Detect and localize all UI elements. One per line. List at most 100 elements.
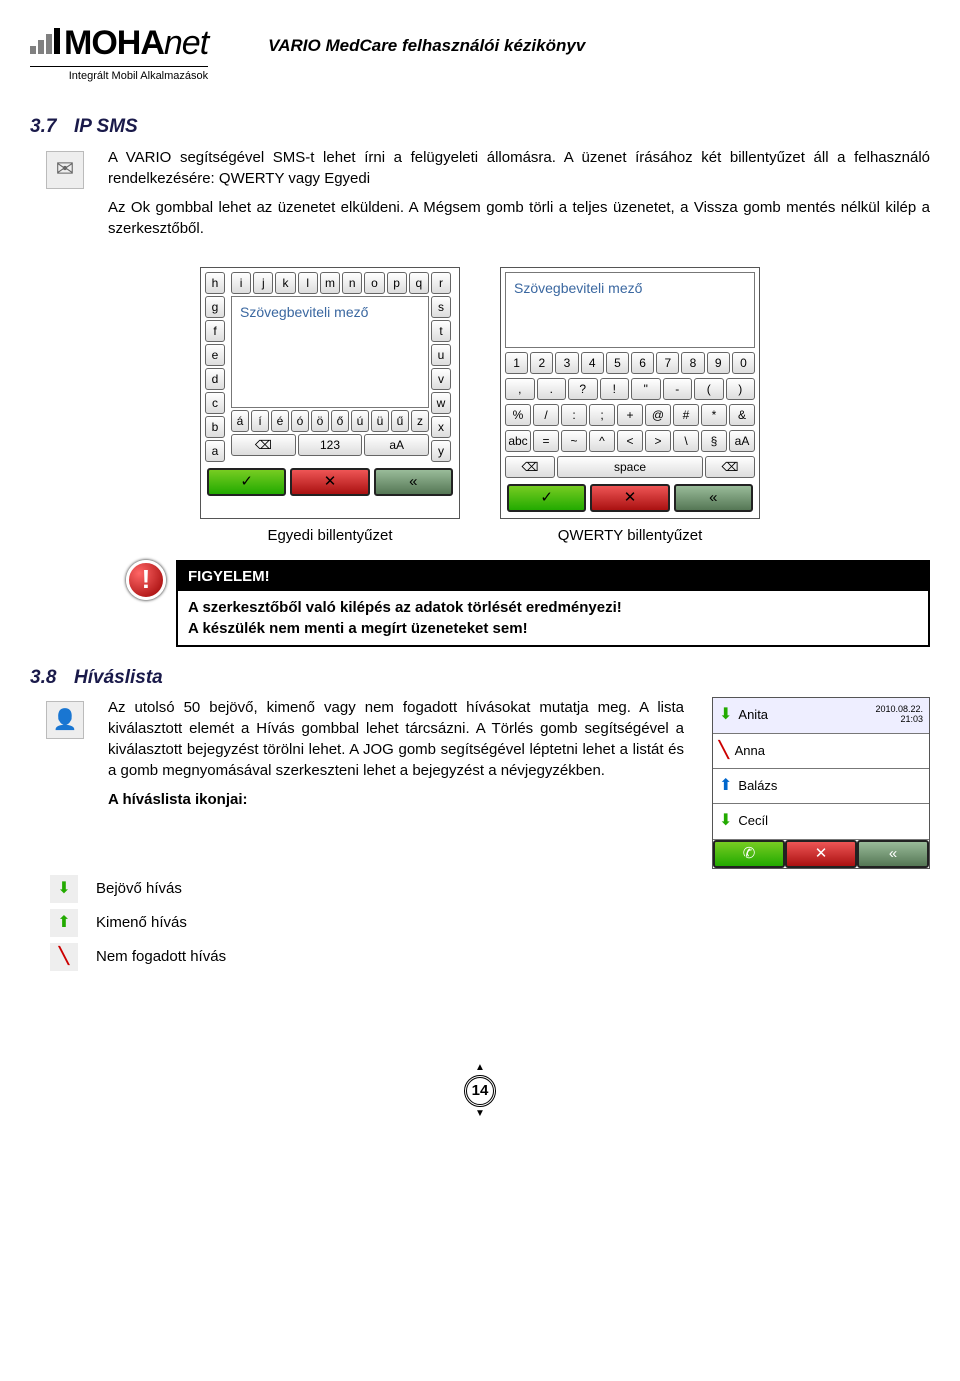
key-aA[interactable]: aA <box>729 430 755 452</box>
qwerty-textbox[interactable]: Szövegbeviteli mező <box>505 272 755 348</box>
nemfog-label: Nem fogadott hívás <box>96 946 226 967</box>
key-ú[interactable]: ú <box>351 410 369 432</box>
key--[interactable]: - <box>663 378 693 400</box>
key-%[interactable]: % <box>505 404 531 426</box>
key-k[interactable]: k <box>275 272 295 294</box>
egyedi-left-col: hgfedcba <box>205 272 225 462</box>
key-i[interactable]: i <box>231 272 251 294</box>
call-row[interactable]: ⬇Cecíl <box>713 804 929 839</box>
key-ő[interactable]: ő <box>331 410 349 432</box>
back-button[interactable]: « <box>374 468 453 496</box>
qwerty-row-punc1: ,.?!"-() <box>505 378 755 400</box>
egyedi-textbox[interactable]: Szövegbeviteli mező <box>231 296 429 408</box>
key-é[interactable]: é <box>271 410 289 432</box>
key-c[interactable]: c <box>205 392 225 414</box>
ok-button[interactable]: ✓ <box>507 484 586 512</box>
key-\[interactable]: \ <box>673 430 699 452</box>
key-v[interactable]: v <box>431 368 451 390</box>
key-;[interactable]: ; <box>589 404 615 426</box>
key-)[interactable]: ) <box>726 378 756 400</box>
key-l[interactable]: l <box>298 272 318 294</box>
key-2[interactable]: 2 <box>530 352 553 374</box>
key-7[interactable]: 7 <box>656 352 679 374</box>
key-m[interactable]: m <box>320 272 340 294</box>
key-⌫[interactable]: ⌫ <box>505 456 555 478</box>
key-^[interactable]: ^ <box>589 430 615 452</box>
call-name: Balázs <box>738 777 777 795</box>
key-p[interactable]: p <box>387 272 407 294</box>
key-s[interactable]: s <box>431 296 451 318</box>
key-ó[interactable]: ó <box>291 410 309 432</box>
key-n[interactable]: n <box>342 272 362 294</box>
key-b[interactable]: b <box>205 416 225 438</box>
key-abc[interactable]: abc <box>505 430 531 452</box>
qwerty-label: QWERTY billentyűzet <box>500 525 760 546</box>
key-g[interactable]: g <box>205 296 225 318</box>
key-y[interactable]: y <box>431 440 451 462</box>
key-ö[interactable]: ö <box>311 410 329 432</box>
key-?[interactable]: ? <box>568 378 598 400</box>
key->[interactable]: > <box>645 430 671 452</box>
key-8[interactable]: 8 <box>681 352 704 374</box>
key-í[interactable]: í <box>251 410 269 432</box>
key-/[interactable]: / <box>533 404 559 426</box>
key-.[interactable]: . <box>537 378 567 400</box>
key-3[interactable]: 3 <box>555 352 578 374</box>
key-j[interactable]: j <box>253 272 273 294</box>
back-button[interactable]: « <box>857 840 929 868</box>
key-d[interactable]: d <box>205 368 225 390</box>
key-u[interactable]: u <box>431 344 451 366</box>
key-@[interactable]: @ <box>645 404 671 426</box>
key-space[interactable]: space <box>557 456 703 478</box>
key-h[interactable]: h <box>205 272 225 294</box>
key-x[interactable]: x <box>431 416 451 438</box>
key-aA[interactable]: aA <box>364 434 429 456</box>
key-([interactable]: ( <box>694 378 724 400</box>
person-icon: 👤 <box>46 701 84 739</box>
key-:[interactable]: : <box>561 404 587 426</box>
key-⌫[interactable]: ⌫ <box>231 434 296 456</box>
key-=[interactable]: = <box>533 430 559 452</box>
key-0[interactable]: 0 <box>732 352 755 374</box>
key-e[interactable]: e <box>205 344 225 366</box>
key-#[interactable]: # <box>673 404 699 426</box>
key-&[interactable]: & <box>729 404 755 426</box>
back-button[interactable]: « <box>674 484 753 512</box>
call-row[interactable]: ⬇Anita2010.08.22.21:03 <box>713 698 929 733</box>
dial-button[interactable]: ✆ <box>713 840 785 868</box>
ok-button[interactable]: ✓ <box>207 468 286 496</box>
key-á[interactable]: á <box>231 410 249 432</box>
key-"[interactable]: " <box>631 378 661 400</box>
key-r[interactable]: r <box>431 272 451 294</box>
key-w[interactable]: w <box>431 392 451 414</box>
key-⌫[interactable]: ⌫ <box>705 456 755 478</box>
key-ű[interactable]: ű <box>391 410 409 432</box>
key-z[interactable]: z <box>411 410 429 432</box>
miss-icon: ╲ <box>719 740 729 762</box>
key-123[interactable]: 123 <box>298 434 363 456</box>
key-f[interactable]: f <box>205 320 225 342</box>
key-q[interactable]: q <box>409 272 429 294</box>
key-§[interactable]: § <box>701 430 727 452</box>
key-~[interactable]: ~ <box>561 430 587 452</box>
delete-button[interactable]: ✕ <box>785 840 857 868</box>
key-4[interactable]: 4 <box>581 352 604 374</box>
key-5[interactable]: 5 <box>606 352 629 374</box>
call-row[interactable]: ╲Anna <box>713 734 929 769</box>
key-+[interactable]: + <box>617 404 643 426</box>
egyedi-bottom-row: ⌫123aA <box>231 434 429 456</box>
key-a[interactable]: a <box>205 440 225 462</box>
cancel-button[interactable]: ✕ <box>590 484 669 512</box>
key-t[interactable]: t <box>431 320 451 342</box>
key-,[interactable]: , <box>505 378 535 400</box>
key-*[interactable]: * <box>701 404 727 426</box>
key-6[interactable]: 6 <box>631 352 654 374</box>
key-ü[interactable]: ü <box>371 410 389 432</box>
key-o[interactable]: o <box>364 272 384 294</box>
key-<[interactable]: < <box>617 430 643 452</box>
cancel-button[interactable]: ✕ <box>290 468 369 496</box>
call-row[interactable]: ⬆Balázs <box>713 769 929 804</box>
key-1[interactable]: 1 <box>505 352 528 374</box>
key-9[interactable]: 9 <box>707 352 730 374</box>
key-![interactable]: ! <box>600 378 630 400</box>
